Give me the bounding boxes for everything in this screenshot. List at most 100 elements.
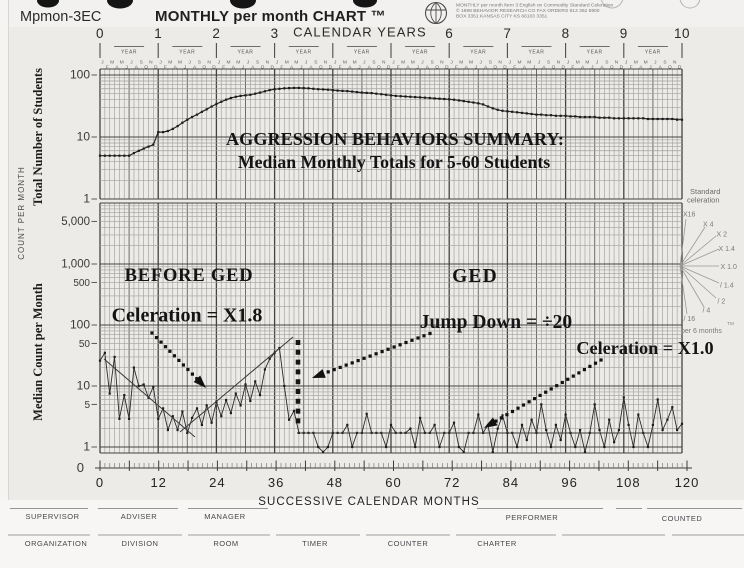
svg-text:J: J — [188, 60, 191, 66]
svg-text:A: A — [465, 65, 469, 71]
svg-text:1,000: 1,000 — [61, 259, 90, 271]
svg-text:12: 12 — [150, 475, 166, 490]
svg-text:D: D — [445, 65, 449, 71]
svg-text:J: J — [567, 60, 570, 66]
svg-text:M: M — [469, 60, 473, 66]
svg-text:AGGRESSION BEHAVIORS SUMMARY:: AGGRESSION BEHAVIORS SUMMARY: — [226, 129, 564, 149]
svg-text:F: F — [222, 65, 225, 71]
svg-text:A: A — [368, 65, 372, 71]
svg-text:S: S — [198, 60, 201, 66]
svg-text:N: N — [149, 60, 153, 66]
svg-text:A: A — [174, 65, 178, 71]
svg-text:A: A — [251, 65, 255, 71]
svg-text:D: D — [154, 65, 158, 71]
svg-text:J: J — [159, 60, 162, 66]
svg-text:2: 2 — [212, 26, 220, 41]
svg-text:SUCCESSIVE CALENDAR MONTHS: SUCCESSIVE CALENDAR MONTHS — [258, 496, 480, 508]
svg-text:F: F — [397, 65, 400, 71]
svg-text:A: A — [406, 65, 410, 71]
svg-text:50: 50 — [79, 339, 91, 350]
svg-text:CALENDAR YEARS: CALENDAR YEARS — [293, 25, 427, 40]
svg-text:M: M — [401, 60, 405, 66]
svg-text:A: A — [523, 65, 527, 71]
svg-text:S: S — [256, 60, 259, 66]
svg-text:M: M — [576, 60, 580, 66]
svg-text:A: A — [639, 65, 643, 71]
svg-text:J: J — [538, 60, 541, 66]
svg-text:A: A — [290, 65, 294, 71]
svg-text:10: 10 — [77, 379, 91, 393]
svg-text:7: 7 — [503, 26, 511, 41]
svg-text:X 1.0: X 1.0 — [721, 264, 737, 271]
svg-text:N: N — [382, 60, 386, 66]
svg-text:J: J — [334, 60, 337, 66]
svg-text:O: O — [319, 65, 323, 71]
svg-text:YEAR: YEAR — [528, 50, 544, 56]
svg-text:S: S — [547, 60, 550, 66]
svg-text:500: 500 — [73, 278, 90, 289]
svg-text:D: D — [678, 65, 682, 71]
svg-text:J: J — [363, 60, 366, 66]
svg-text:3: 3 — [271, 26, 279, 41]
svg-text:J: J — [421, 60, 424, 66]
svg-text:J: J — [654, 60, 657, 66]
svg-text:Celeration = X1.8: Celeration = X1.8 — [112, 305, 263, 327]
svg-text:S: S — [314, 60, 317, 66]
svg-text:J: J — [392, 60, 395, 66]
svg-text:N: N — [207, 60, 211, 66]
svg-text:O: O — [668, 65, 672, 71]
svg-text:J: J — [305, 60, 308, 66]
svg-text:J: J — [533, 65, 536, 71]
svg-text:F: F — [513, 65, 516, 71]
svg-text:N: N — [266, 60, 270, 66]
svg-text:M: M — [285, 60, 289, 66]
svg-text:72: 72 — [444, 475, 460, 490]
svg-text:N: N — [440, 60, 444, 66]
svg-text:A: A — [484, 65, 488, 71]
svg-text:A: A — [581, 65, 585, 71]
svg-text:YEAR: YEAR — [121, 50, 137, 56]
svg-text:J: J — [276, 60, 279, 66]
svg-text:/ 1.4: / 1.4 — [720, 283, 734, 290]
svg-text:J: J — [625, 60, 628, 66]
svg-text:F: F — [455, 65, 458, 71]
svg-text:100: 100 — [70, 68, 90, 82]
svg-text:J: J — [300, 65, 303, 71]
svg-text:O: O — [377, 65, 381, 71]
svg-text:Mpmon-3EC: Mpmon-3EC — [20, 9, 101, 25]
svg-text:SUPERVISOR: SUPERVISOR — [25, 512, 79, 521]
svg-text:D: D — [270, 65, 274, 71]
svg-text:YEAR: YEAR — [645, 50, 661, 56]
svg-text:COUNT PER MONTH: COUNT PER MONTH — [17, 166, 26, 260]
svg-text:per 6 months: per 6 months — [681, 328, 722, 335]
svg-text:0: 0 — [96, 475, 104, 490]
svg-text:TIMER: TIMER — [302, 539, 328, 548]
svg-text:10: 10 — [674, 26, 690, 41]
svg-text:N: N — [324, 60, 328, 66]
svg-text:celeration: celeration — [687, 196, 720, 205]
svg-text:TM: TM — [727, 321, 734, 327]
svg-text:D: D — [620, 65, 624, 71]
svg-text:0: 0 — [77, 460, 84, 475]
svg-text:S: S — [372, 60, 375, 66]
svg-text:8: 8 — [562, 26, 570, 41]
svg-text:M: M — [518, 60, 522, 66]
svg-text:X 1.4: X 1.4 — [719, 246, 735, 253]
svg-text:A: A — [115, 65, 119, 71]
svg-text:O: O — [144, 65, 148, 71]
svg-text:YEAR: YEAR — [587, 50, 603, 56]
svg-text:9: 9 — [620, 26, 628, 41]
svg-text:6: 6 — [445, 26, 453, 41]
svg-text:GED: GED — [452, 266, 498, 287]
svg-text:96: 96 — [561, 475, 577, 490]
svg-text:F: F — [106, 65, 109, 71]
svg-text:X16: X16 — [683, 212, 696, 219]
svg-text:N: N — [557, 60, 561, 66]
svg-text:ROOM: ROOM — [213, 539, 238, 548]
svg-text:ORGANIZATION: ORGANIZATION — [25, 539, 88, 548]
svg-text:F: F — [630, 65, 633, 71]
svg-text:O: O — [610, 65, 614, 71]
svg-text:J: J — [475, 65, 478, 71]
svg-text:M: M — [120, 60, 124, 66]
svg-text:M: M — [227, 60, 231, 66]
